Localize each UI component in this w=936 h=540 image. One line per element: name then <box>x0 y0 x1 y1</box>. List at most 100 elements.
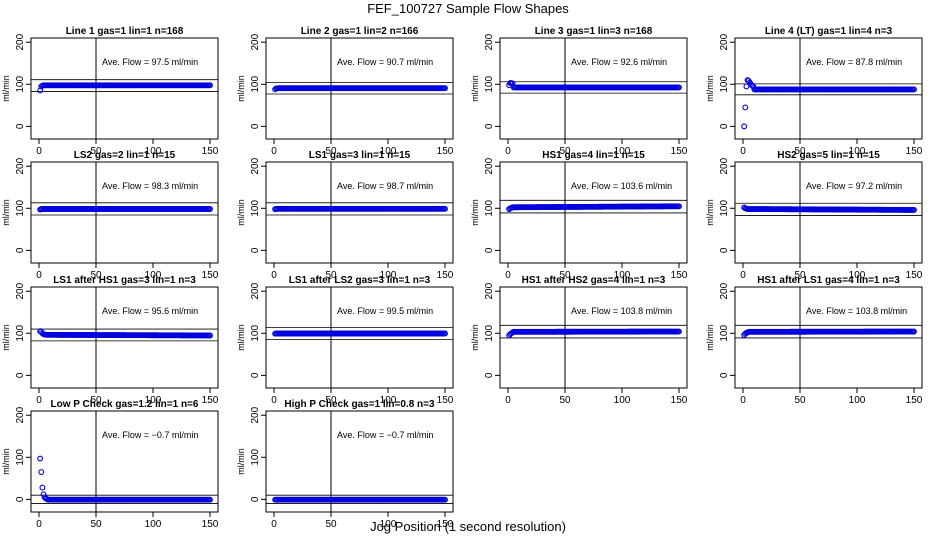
data-point <box>743 83 750 90</box>
x-tick-label: 100 <box>380 519 397 530</box>
y-tick-label: 200 <box>15 33 26 50</box>
x-tick-label: 100 <box>614 395 631 406</box>
average-flow-annotation: Ave. Flow = 98.7 ml/min <box>337 181 433 191</box>
x-tick-label: 50 <box>325 519 337 530</box>
data-point <box>442 330 448 337</box>
y-tick-label: 0 <box>250 123 261 129</box>
y-tick-label: 0 <box>15 372 26 378</box>
y-tick-label: 100 <box>250 76 261 93</box>
x-tick-label: 150 <box>906 146 923 157</box>
x-tick-label: 50 <box>794 146 806 157</box>
panel-title: HS1 after HS2 gas=4 lin=1 n=3 <box>522 275 666 286</box>
panel-4: Line 4 (LT) gas=1 lin=4 n=3 0 50 100 150 0 100… <box>705 26 923 157</box>
x-tick-label: 50 <box>559 146 571 157</box>
panel-title: Line 3 gas=1 lin=3 n=168 <box>535 26 653 37</box>
data-point <box>911 328 917 335</box>
y-axis-label: ml/min <box>705 199 715 226</box>
panel-9: LS1 after HS1 gas=3 lin=1 n=3 0 50 100 150 0 1… <box>1 275 219 406</box>
y-axis-label: ml/min <box>1 324 11 351</box>
x-tick-label: 50 <box>325 270 337 281</box>
y-tick-label: 200 <box>719 33 730 50</box>
average-flow-annotation: Ave. Flow = −0.7 ml/min <box>102 430 198 440</box>
y-tick-label: 200 <box>250 33 261 50</box>
data-points <box>37 82 213 94</box>
y-tick-label: 0 <box>484 372 495 378</box>
y-tick-label: 200 <box>719 157 730 174</box>
x-tick-label: 0 <box>505 146 511 157</box>
plot-frame <box>499 161 688 264</box>
y-tick-label: 0 <box>250 372 261 378</box>
x-tick-label: 100 <box>849 270 866 281</box>
x-tick-label: 50 <box>325 395 337 406</box>
x-tick-label: 50 <box>559 270 571 281</box>
y-tick-label: 100 <box>719 76 730 93</box>
plot-frame <box>265 161 454 264</box>
data-point <box>442 85 448 92</box>
page-title-text: FEF_100727 Sample Flow Shapes <box>367 1 569 16</box>
data-point <box>676 84 682 91</box>
y-axis-label: ml/min <box>236 448 246 475</box>
y-tick-label: 200 <box>484 157 495 174</box>
y-axis-label: ml/min <box>705 324 715 351</box>
x-tick-label: 150 <box>906 395 923 406</box>
panel-14: High P Check gas=1 lin=0.8 n=3 0 50 100 150 0… <box>236 399 454 530</box>
x-tick-label: 150 <box>437 395 454 406</box>
data-points <box>272 85 448 93</box>
panel-2: Line 2 gas=1 lin=2 n=166 0 50 100 150 0 100 200… <box>236 26 454 157</box>
x-tick-label: 150 <box>202 519 219 530</box>
x-tick-label: 0 <box>271 146 277 157</box>
x-tick-label: 150 <box>906 270 923 281</box>
x-tick-label: 50 <box>794 270 806 281</box>
x-tick-label: 150 <box>202 395 219 406</box>
x-tick-label: 50 <box>90 270 102 281</box>
y-tick-label: 200 <box>250 282 261 299</box>
data-point <box>39 484 46 491</box>
plot-frame <box>499 37 688 140</box>
x-tick-label: 50 <box>90 395 102 406</box>
average-flow-annotation: Ave. Flow = 103.6 ml/min <box>571 181 672 191</box>
x-tick-label: 50 <box>325 146 337 157</box>
average-flow-annotation: Ave. Flow = 92.6 ml/min <box>571 57 667 67</box>
average-flow-annotation: Ave. Flow = 95.6 ml/min <box>102 306 198 316</box>
y-tick-label: 100 <box>15 200 26 217</box>
average-flow-annotation: Ave. Flow = 103.8 ml/min <box>806 306 907 316</box>
x-tick-label: 0 <box>271 519 277 530</box>
data-point <box>741 123 748 130</box>
x-tick-label: 100 <box>614 270 631 281</box>
y-axis-label: ml/min <box>236 324 246 351</box>
average-flow-annotation: Ave. Flow = 97.2 ml/min <box>806 181 902 191</box>
y-tick-label: 100 <box>250 200 261 217</box>
y-tick-label: 0 <box>719 372 730 378</box>
plot-frame <box>30 161 219 264</box>
data-points <box>37 206 213 213</box>
panel-3: Line 3 gas=1 lin=3 n=168 0 50 100 150 0 100 200… <box>470 26 688 157</box>
x-tick-label: 0 <box>36 519 42 530</box>
y-tick-label: 100 <box>484 76 495 93</box>
panel-13: Low P Check gas=1.2 lin=1 n=6 0 50 100 150 0 1… <box>1 399 219 530</box>
plot-frame <box>265 410 454 513</box>
data-points <box>37 455 213 503</box>
y-tick-label: 0 <box>484 123 495 129</box>
y-tick-label: 0 <box>15 496 26 502</box>
plot-frame <box>30 37 219 140</box>
y-tick-label: 200 <box>15 282 26 299</box>
panel-1: Line 1 gas=1 lin=1 n=168 0 50 100 150 0 100 200… <box>1 26 219 157</box>
y-tick-label: 0 <box>15 123 26 129</box>
x-axis-title-text: Jog Position (1 second resolution) <box>370 519 566 534</box>
data-points <box>741 77 917 130</box>
average-flow-annotation: Ave. Flow = 103.8 ml/min <box>571 306 672 316</box>
data-point <box>911 206 917 213</box>
x-tick-label: 0 <box>36 146 42 157</box>
panel-title: HS2 gas=5 lin=1 n=15 <box>777 150 880 161</box>
y-tick-label: 0 <box>484 247 495 253</box>
plot-frame <box>734 161 923 264</box>
data-point <box>742 104 749 111</box>
plot-frame <box>30 286 219 389</box>
panel-7: HS1 gas=4 lin=1 n=15 0 50 100 150 0 100 200 ml/m… <box>470 150 688 281</box>
y-axis-label: ml/min <box>1 75 11 102</box>
x-tick-label: 100 <box>145 146 162 157</box>
data-points <box>37 328 213 339</box>
x-tick-label: 150 <box>202 270 219 281</box>
x-tick-label: 100 <box>145 270 162 281</box>
